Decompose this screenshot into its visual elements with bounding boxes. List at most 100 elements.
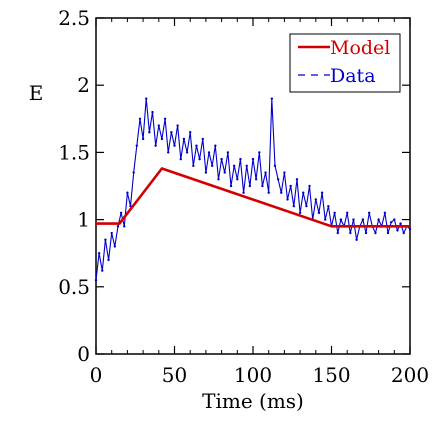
data-point (349, 231, 352, 235)
x-tick-label: 50 (162, 363, 187, 387)
data-point (276, 178, 280, 181)
data-point (123, 225, 126, 228)
data-point (107, 258, 110, 262)
data-point (176, 124, 179, 127)
x-axis-label: Time (ms) (202, 389, 304, 413)
data-point (377, 218, 380, 221)
data-point (126, 191, 129, 194)
data-point (135, 144, 139, 147)
y-tick-label: 0.5 (58, 275, 90, 299)
data-point (141, 137, 145, 141)
data-point (201, 137, 204, 141)
data-point (346, 211, 349, 215)
data-point (116, 225, 120, 228)
data-point (374, 231, 377, 235)
data-point (367, 211, 371, 215)
x-tick-label: 0 (90, 363, 103, 387)
y-tick-label: 2 (77, 73, 90, 97)
data-point (226, 151, 230, 154)
data-point (248, 184, 252, 188)
data-point (239, 157, 242, 161)
data-point (327, 204, 330, 208)
data-point (254, 178, 258, 181)
data-point (138, 117, 142, 121)
data-point (198, 157, 201, 161)
data-point (408, 227, 412, 231)
data-point (210, 164, 214, 168)
data-point (267, 191, 270, 194)
data-point (113, 245, 117, 248)
data-point (320, 191, 324, 194)
data-point (399, 222, 402, 225)
data-point (189, 131, 192, 134)
data-point (393, 218, 396, 221)
data-point (295, 178, 299, 181)
y-tick-label: 0 (77, 342, 90, 366)
data-point (396, 229, 399, 232)
data-point (119, 211, 123, 215)
data-point (94, 278, 98, 282)
data-point (148, 131, 151, 134)
x-tick-label: 100 (234, 363, 272, 387)
data-point (214, 144, 217, 147)
y-axis-label: E (29, 81, 44, 105)
y-tick-label: 1 (77, 208, 90, 232)
data-point (273, 164, 277, 168)
data-point (270, 97, 274, 100)
data-point (402, 231, 405, 235)
data-point (97, 252, 101, 255)
data-point (389, 221, 393, 224)
data-point (104, 238, 107, 241)
data-point (251, 157, 255, 161)
series-layer (94, 97, 412, 282)
data-point (292, 204, 296, 208)
data-point (195, 144, 198, 147)
legend: Model Data (289, 33, 401, 93)
data-point (173, 144, 176, 147)
data-point (361, 218, 365, 221)
data-point (101, 269, 104, 272)
data-point (217, 178, 220, 181)
ticks-layer: 0 50 100 150 200 0 0.5 1 1.5 2 2.5 (58, 6, 429, 387)
data-point (170, 131, 173, 134)
data-point (163, 117, 167, 121)
data-point (157, 124, 160, 127)
data-point (232, 164, 236, 168)
data-point (204, 171, 208, 174)
data-point (339, 218, 343, 221)
data-point (264, 171, 267, 174)
series-data-line (95, 98, 411, 281)
data-point (261, 184, 264, 188)
data-point (286, 198, 289, 201)
data-point (236, 178, 239, 181)
data-point (324, 218, 327, 221)
data-point (298, 211, 302, 215)
data-point (383, 211, 387, 215)
data-point (289, 184, 292, 188)
data-point (258, 151, 261, 154)
data-point (336, 231, 339, 235)
data-point (317, 211, 321, 215)
data-point (352, 218, 355, 221)
data-point (154, 144, 157, 147)
data-point (160, 137, 164, 141)
data-point (110, 231, 113, 235)
data-point (333, 211, 336, 215)
legend-box (289, 33, 401, 93)
data-point (167, 151, 170, 154)
y-tick-label: 2.5 (58, 6, 90, 30)
data-point (192, 164, 195, 168)
data-point (283, 171, 286, 174)
data-point (151, 110, 154, 114)
data-point (314, 198, 317, 201)
data-point (145, 97, 148, 100)
data-point (182, 137, 186, 141)
legend-label-data: Data (330, 65, 376, 87)
data-point (223, 171, 226, 174)
data-point (132, 171, 135, 174)
x-tick-label: 150 (312, 363, 350, 387)
data-point (308, 184, 311, 188)
data-point (229, 184, 233, 188)
data-point (364, 231, 368, 235)
